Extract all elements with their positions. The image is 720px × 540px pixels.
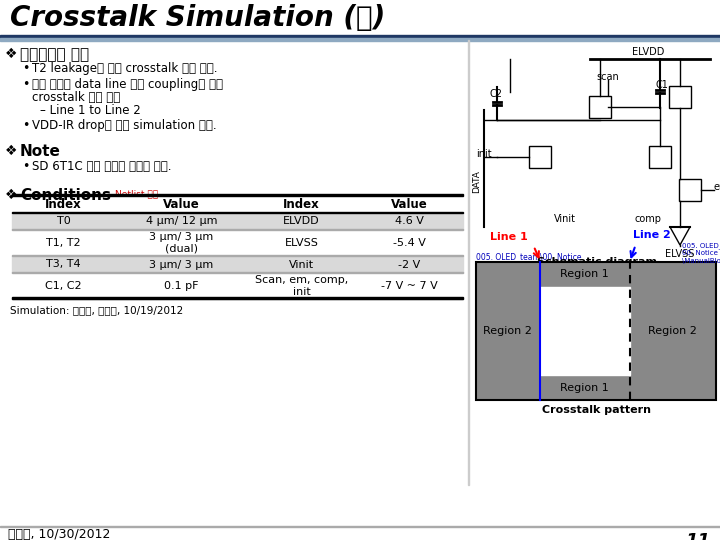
- Text: T4: T4: [685, 186, 696, 194]
- Bar: [12, 194, 463, 196]
- Text: Note: Note: [20, 144, 61, 159]
- Text: Vinit: Vinit: [289, 260, 314, 269]
- Text: •: •: [22, 119, 30, 132]
- Text: 3 μm/ 3 μm: 3 μm/ 3 μm: [149, 260, 214, 269]
- Text: T3: T3: [534, 152, 546, 161]
- Text: DATA: DATA: [472, 171, 482, 193]
- Text: Value: Value: [391, 198, 428, 211]
- Text: Crosstalk Simulation (예): Crosstalk Simulation (예): [10, 4, 385, 32]
- Bar: [539, 287, 629, 375]
- Text: 4.6 V: 4.6 V: [395, 217, 423, 226]
- Text: ELVDD: ELVDD: [632, 47, 664, 57]
- Bar: [12, 196, 463, 213]
- Text: Line 1: Line 1: [490, 232, 528, 242]
- Text: VDD-IR drop에 의한 simulation 확인.: VDD-IR drop에 의한 simulation 확인.: [32, 119, 217, 132]
- Text: Conditions: Conditions: [20, 188, 111, 203]
- Text: SD 6T1C 화소 구조와 비교할 예정.: SD 6T1C 화소 구조와 비교할 예정.: [32, 160, 171, 173]
- Text: Region 2: Region 2: [649, 326, 697, 336]
- Text: T2 leakage에 의한 crosstalk 정도 확인.: T2 leakage에 의한 crosstalk 정도 확인.: [32, 62, 217, 75]
- Text: Netlist 위치: Netlist 위치: [115, 189, 158, 198]
- Text: init: init: [476, 149, 492, 159]
- Bar: [649, 146, 671, 168]
- Bar: [468, 40, 469, 485]
- Bar: [12, 212, 463, 213]
- Text: T1: T1: [654, 152, 665, 161]
- Bar: [679, 179, 701, 201]
- Text: -5.4 V: -5.4 V: [392, 238, 426, 248]
- Text: Value: Value: [163, 198, 200, 211]
- Text: Crosstalk pattern: Crosstalk pattern: [541, 405, 650, 415]
- Text: Vinit: Vinit: [554, 214, 576, 224]
- Text: Schematic diagram: Schematic diagram: [537, 257, 657, 267]
- Bar: [0, 38, 720, 41]
- Bar: [12, 213, 463, 230]
- Text: 오경환, 10/30/2012: 오경환, 10/30/2012: [8, 528, 110, 540]
- Bar: [12, 256, 463, 273]
- Text: •: •: [22, 160, 30, 173]
- Text: -7 V ~ 7 V: -7 V ~ 7 V: [381, 281, 437, 291]
- Bar: [529, 146, 551, 168]
- Text: Simulation: 금낙현, 장유나, 10/19/2012: Simulation: 금낙현, 장유나, 10/19/2012: [10, 305, 184, 315]
- Text: 시뮬레이션 목적: 시뮬레이션 목적: [20, 47, 89, 62]
- Text: em: em: [714, 182, 720, 192]
- Text: T2: T2: [595, 103, 606, 111]
- Text: Region 2: Region 2: [483, 326, 532, 336]
- Text: C1: C1: [655, 80, 668, 90]
- Text: C2: C2: [490, 89, 503, 99]
- Text: -2 V: -2 V: [398, 260, 420, 269]
- Text: scan: scan: [597, 72, 619, 82]
- Text: 3 μm/ 3 μm
(dual): 3 μm/ 3 μm (dual): [149, 232, 214, 254]
- Text: Region 1: Region 1: [560, 382, 609, 393]
- Text: 005. OLED_team\00. Notice
\ManualBlock_6T2C.vsd: 005. OLED_team\00. Notice \ManualBlock_6…: [476, 252, 582, 272]
- Text: •: •: [22, 78, 30, 91]
- Text: T3, T4: T3, T4: [46, 260, 81, 269]
- Bar: [476, 262, 716, 400]
- Text: •: •: [22, 62, 30, 75]
- Text: Index: Index: [45, 198, 82, 211]
- Text: – Line 1 to Line 2: – Line 1 to Line 2: [40, 104, 140, 117]
- Bar: [0, 525, 720, 527]
- Text: ELVDD: ELVDD: [283, 217, 320, 226]
- Text: ELVSS: ELVSS: [665, 249, 695, 259]
- Text: Region 1: Region 1: [560, 269, 609, 279]
- Text: Index: Index: [283, 198, 320, 211]
- Text: ❖: ❖: [5, 47, 17, 61]
- Bar: [0, 0, 720, 35]
- Text: Line 2: Line 2: [633, 230, 670, 240]
- Bar: [0, 35, 720, 38]
- Bar: [12, 297, 463, 299]
- Bar: [12, 230, 463, 256]
- Bar: [12, 273, 463, 299]
- Polygon shape: [670, 227, 690, 245]
- Bar: [669, 86, 691, 108]
- Text: 0.1 pF: 0.1 pF: [164, 281, 199, 291]
- Text: T0: T0: [57, 217, 71, 226]
- Text: ❖: ❖: [5, 188, 17, 202]
- Bar: [589, 96, 611, 118]
- Text: comp: comp: [634, 214, 662, 224]
- Text: crosstalk 정도 확인: crosstalk 정도 확인: [32, 91, 120, 104]
- Text: 005. OLED_team
00. Notice
\ManualBlock_6T2C.vsd: 005. OLED_team 00. Notice \ManualBlock_6…: [682, 242, 720, 264]
- Text: T1, T2: T1, T2: [46, 238, 81, 248]
- Text: 4 μm/ 12 μm: 4 μm/ 12 μm: [145, 217, 217, 226]
- Text: Scan, em, comp,
init: Scan, em, comp, init: [255, 275, 348, 297]
- Text: 인접 화소간 data line 사이 coupling에 의한: 인접 화소간 data line 사이 coupling에 의한: [32, 78, 223, 91]
- Bar: [12, 272, 463, 273]
- Bar: [12, 255, 463, 256]
- Text: ELVSS: ELVSS: [284, 238, 318, 248]
- Text: 11: 11: [685, 532, 710, 540]
- Text: ❖: ❖: [5, 144, 17, 158]
- Text: T0: T0: [675, 92, 685, 102]
- Text: C1, C2: C1, C2: [45, 281, 82, 291]
